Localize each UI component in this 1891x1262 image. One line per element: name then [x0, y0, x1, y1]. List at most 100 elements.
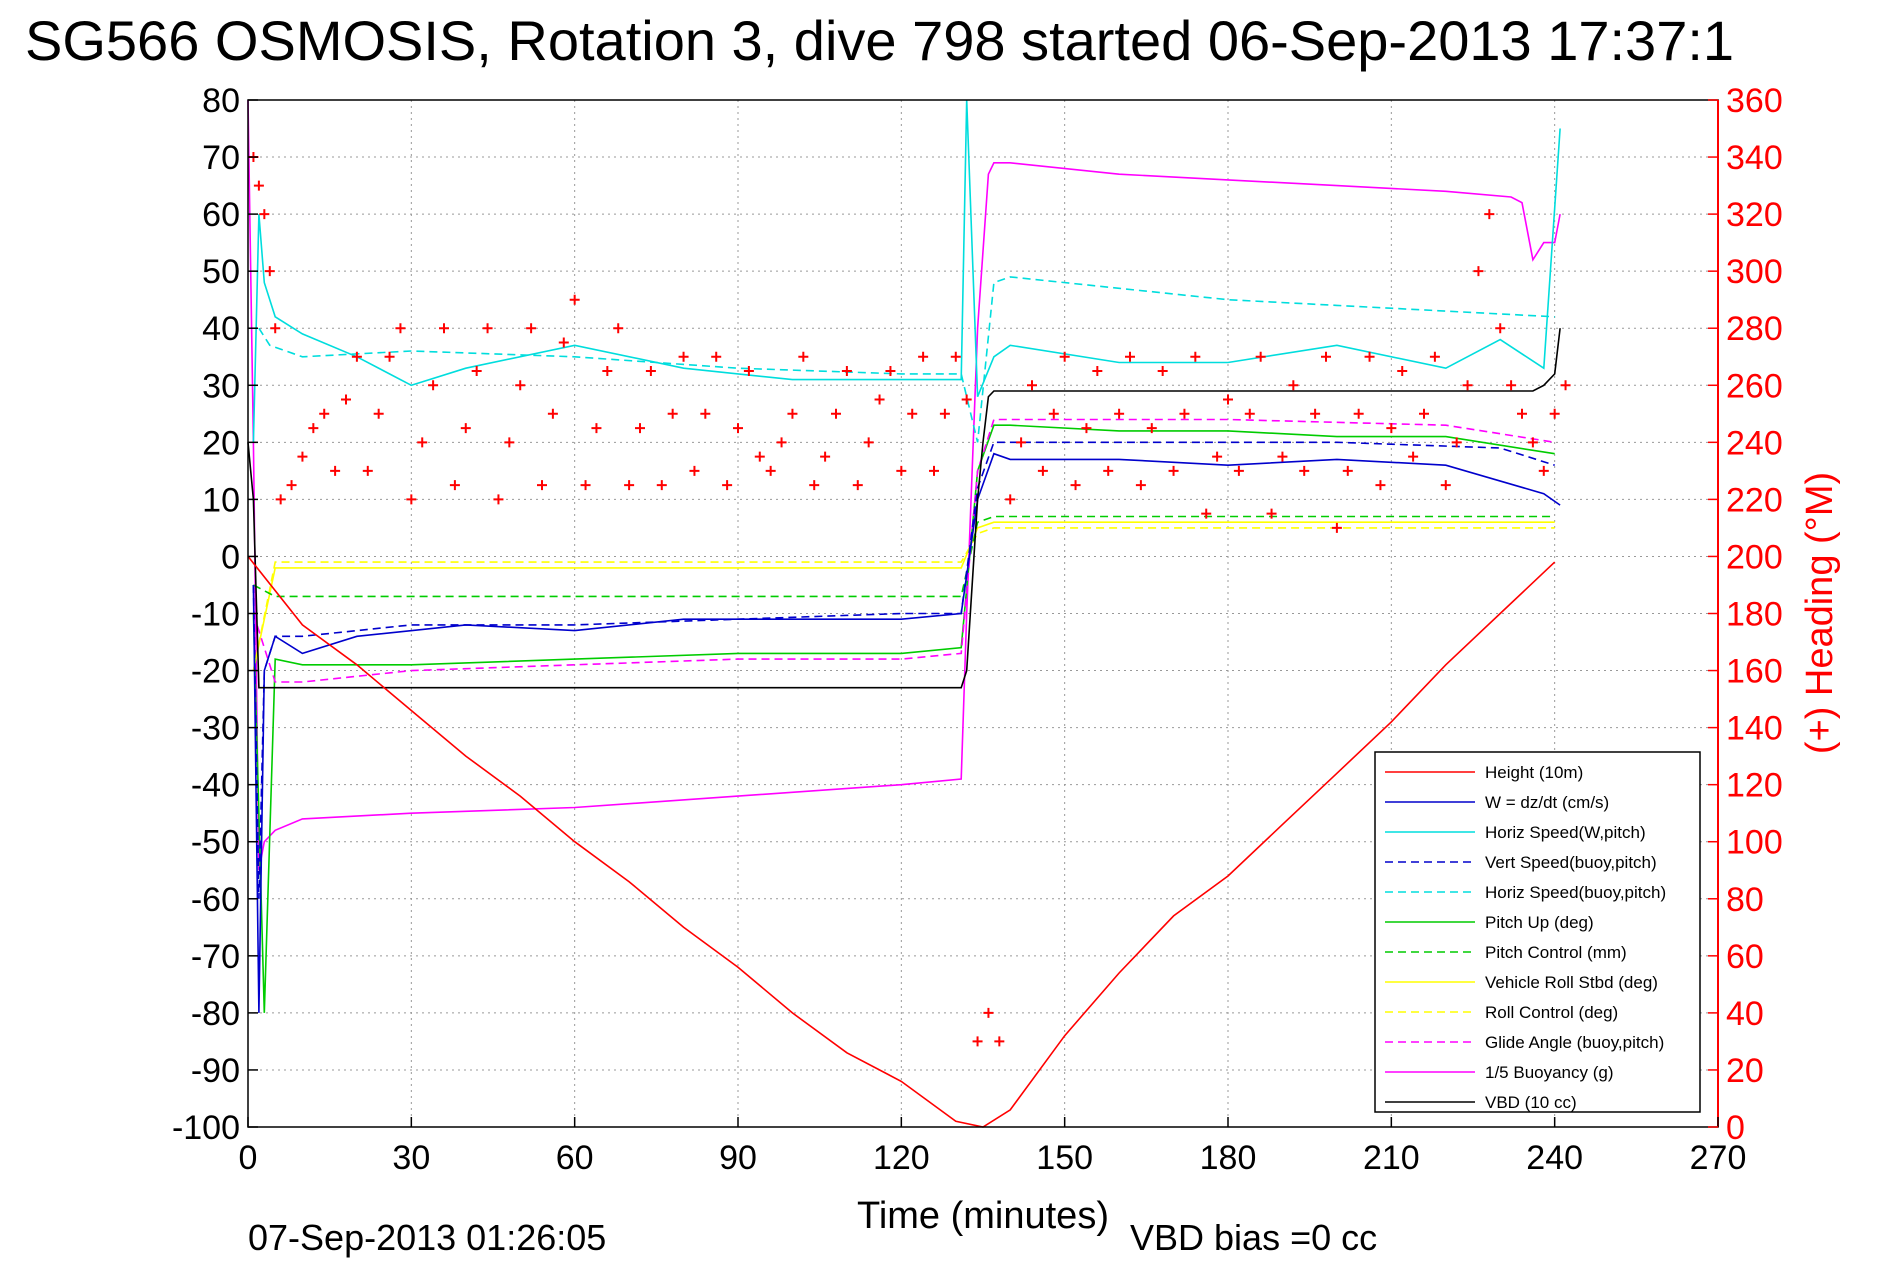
- y-right-tick-label: 60: [1726, 938, 1764, 976]
- legend: Height (10m) W = dz/dt (cm/s) Horiz Speed(…: [1374, 751, 1701, 1113]
- heading-point: [1157, 366, 1168, 377]
- y-axis-label-right: (+) Heading (°M): [1799, 472, 1841, 754]
- y-tick-label: -80: [191, 995, 240, 1033]
- y-right-tick-label: 40: [1726, 995, 1764, 1033]
- heading-point: [1146, 423, 1157, 434]
- timestamp: 07-Sep-2013 01:26:05: [248, 1217, 606, 1258]
- heading-point: [1288, 380, 1299, 391]
- heading-point: [929, 465, 939, 476]
- heading-point: [1027, 380, 1037, 391]
- y-right-tick-label: 140: [1726, 710, 1783, 748]
- y-right-tick-label: 340: [1726, 139, 1783, 177]
- series-horiz-speed-w-pitch: [252, 99, 1561, 443]
- heading-point: [1331, 522, 1342, 533]
- y-right-tick-label: 0: [1726, 1109, 1745, 1147]
- heading-point: [341, 394, 351, 405]
- heading-point: [439, 323, 449, 334]
- heading-point: [373, 408, 384, 419]
- y-right-tick-label: 280: [1726, 310, 1783, 348]
- series-vert-speed-buoy-pitch: [252, 441, 1555, 899]
- heading-point: [460, 423, 471, 434]
- heading-point: [1527, 437, 1538, 448]
- y-tick-label: -10: [191, 596, 240, 634]
- heading-point: [351, 351, 362, 362]
- heading-point: [569, 294, 580, 305]
- heading-point: [820, 451, 831, 462]
- heading-point: [253, 180, 264, 191]
- y-right-tick-label: 260: [1726, 367, 1783, 405]
- y-tick-label: 80: [202, 82, 240, 120]
- series-w-dz-dt-cm-s: [252, 452, 1561, 1013]
- heading-point: [961, 394, 972, 405]
- heading-point: [787, 408, 798, 419]
- heading-point: [667, 408, 678, 419]
- heading-point: [591, 423, 602, 434]
- heading-point: [1375, 480, 1386, 491]
- heading-point: [765, 465, 776, 476]
- y-tick-label: 40: [202, 310, 240, 348]
- y-right-tick-label: 240: [1726, 424, 1783, 462]
- heading-point: [515, 380, 526, 391]
- heading-point: [471, 366, 482, 377]
- heading-point: [1342, 465, 1353, 476]
- x-tick-label: 180: [1200, 1139, 1257, 1177]
- heading-point: [330, 465, 341, 476]
- y-right-tick-label: 100: [1726, 824, 1783, 862]
- heading-point: [1092, 366, 1103, 377]
- heading-point: [896, 465, 907, 476]
- y-right-tick-label: 80: [1726, 881, 1764, 919]
- heading-point: [798, 351, 809, 362]
- heading-point: [449, 480, 460, 491]
- heading-point: [809, 480, 820, 491]
- y-tick-label: 50: [202, 253, 240, 291]
- x-tick-label: 150: [1036, 1139, 1093, 1177]
- heading-point: [841, 366, 852, 377]
- heading-point: [1299, 465, 1310, 476]
- y-right-tick-label: 300: [1726, 253, 1783, 291]
- legend-entry: W = dz/dt (cm/s): [1485, 793, 1609, 812]
- series-pitch-control-mm: [253, 515, 1555, 598]
- heading-point: [1419, 408, 1429, 419]
- heading-point: [1059, 351, 1070, 362]
- heading-point: [504, 437, 515, 448]
- heading-point: [428, 380, 439, 391]
- heading-point: [776, 437, 787, 448]
- y-right-tick-label: 320: [1726, 196, 1783, 234]
- heading-point: [1233, 465, 1244, 476]
- heading-point: [558, 337, 569, 348]
- heading-point: [319, 408, 330, 419]
- x-tick-label: 120: [873, 1139, 930, 1177]
- y-tick-label: -20: [191, 653, 240, 691]
- heading-point: [1005, 494, 1016, 505]
- y-tick-label: -60: [191, 881, 240, 919]
- heading-point: [700, 408, 711, 419]
- heading-point: [994, 1036, 1005, 1047]
- heading-point: [1549, 408, 1560, 419]
- legend-entry: Pitch Control (mm): [1485, 943, 1627, 962]
- y-tick-label: -40: [191, 767, 240, 805]
- y-right-tick-label: 120: [1726, 767, 1783, 805]
- heading-point: [1408, 451, 1419, 462]
- heading-point: [547, 408, 558, 419]
- legend-entry: VBD (10 cc): [1485, 1093, 1577, 1112]
- heading-point: [1266, 508, 1277, 519]
- legend-entry: Horiz Speed(buoy,pitch): [1485, 883, 1666, 902]
- heading-point: [1495, 323, 1506, 334]
- heading-point: [1135, 480, 1146, 491]
- heading-point: [384, 351, 395, 362]
- y-right-tick-label: 220: [1726, 481, 1783, 519]
- series-vehicle-roll-stbd-deg: [252, 521, 1555, 671]
- heading-point: [1016, 437, 1027, 448]
- heading-point: [580, 480, 591, 491]
- heading-point: [526, 323, 537, 334]
- heading-point: [863, 437, 874, 448]
- heading-point: [1223, 394, 1233, 405]
- heading-point: [537, 480, 547, 491]
- heading-point: [1386, 423, 1397, 434]
- heading-point: [743, 366, 754, 377]
- y-tick-label: -30: [191, 710, 240, 748]
- heading-point: [972, 1036, 983, 1047]
- x-tick-label: 270: [1690, 1139, 1747, 1177]
- y-tick-label: 20: [202, 424, 240, 462]
